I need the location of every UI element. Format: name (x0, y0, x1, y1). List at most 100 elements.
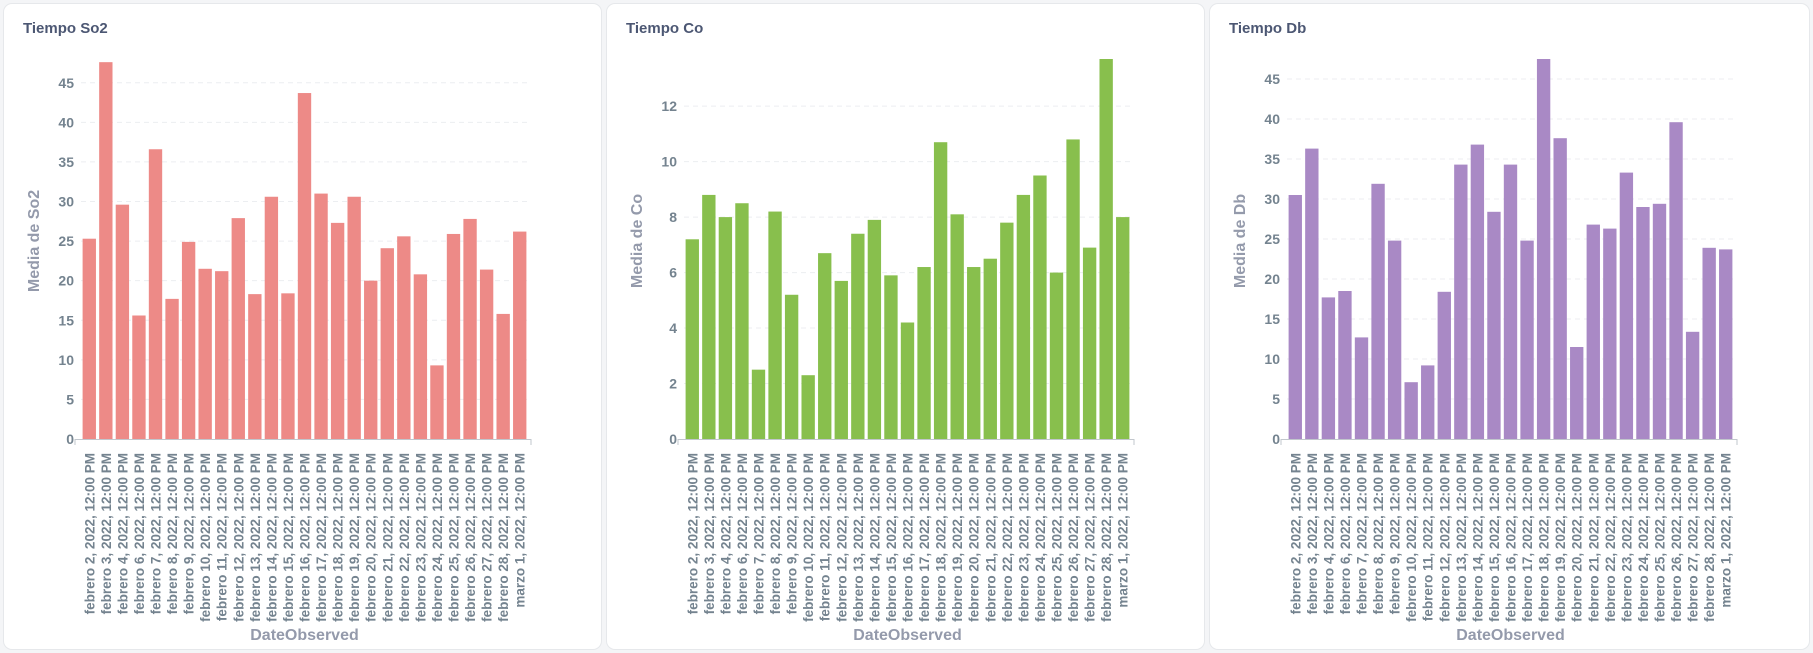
y-tick-label: 4 (669, 320, 677, 336)
bar[interactable] (281, 293, 295, 439)
x-tick-label: febrero 12, 2022, 12:00 PM (231, 453, 246, 622)
bar[interactable] (1470, 144, 1485, 439)
bar[interactable] (983, 258, 997, 439)
bar[interactable] (1404, 382, 1418, 439)
bar[interactable] (132, 315, 146, 440)
bar[interactable] (215, 271, 229, 439)
x-tick-label: febrero 7, 2022, 12:00 PM (752, 453, 767, 614)
bar[interactable] (1033, 175, 1047, 440)
bar[interactable] (148, 149, 163, 439)
x-tick-label: febrero 28, 2022, 12:00 PM (1099, 453, 1114, 622)
bar[interactable] (1066, 139, 1080, 439)
bar[interactable] (1570, 347, 1584, 439)
x-tick-label: febrero 9, 2022, 12:00 PM (182, 453, 197, 614)
bar[interactable] (1338, 291, 1352, 439)
bar[interactable] (1016, 194, 1031, 439)
bar[interactable] (1049, 272, 1064, 439)
bar[interactable] (297, 93, 312, 440)
bar[interactable] (1619, 172, 1634, 439)
bar[interactable] (1082, 247, 1097, 439)
bar[interactable] (801, 375, 815, 439)
bar[interactable] (702, 194, 716, 439)
bar[interactable] (364, 280, 378, 439)
card-title-so2[interactable]: Tiempo So2 (23, 20, 108, 37)
bar[interactable] (1702, 247, 1716, 439)
bar[interactable] (1371, 183, 1385, 439)
bar[interactable] (917, 267, 931, 439)
bar[interactable] (1421, 365, 1435, 439)
bar[interactable] (1669, 122, 1683, 439)
bar[interactable] (784, 294, 799, 439)
bar[interactable] (1685, 331, 1700, 439)
bar[interactable] (933, 142, 948, 440)
bar[interactable] (1305, 148, 1319, 439)
bar[interactable] (884, 275, 898, 439)
bar[interactable] (1000, 222, 1014, 439)
bar[interactable] (1116, 217, 1130, 439)
bar[interactable] (1387, 240, 1402, 439)
bar[interactable] (1454, 164, 1468, 439)
bar[interactable] (685, 239, 699, 439)
card-title-db[interactable]: Tiempo Db (1229, 20, 1307, 37)
bar[interactable] (768, 211, 782, 439)
bar[interactable] (851, 233, 865, 439)
bar[interactable] (1503, 164, 1518, 439)
x-tick-label: febrero 17, 2022, 12:00 PM (314, 453, 329, 622)
bar[interactable] (718, 217, 733, 439)
bar[interactable] (380, 248, 394, 439)
bar[interactable] (513, 231, 527, 439)
card-title-co[interactable]: Tiempo Co (626, 20, 704, 37)
bar[interactable] (1652, 203, 1667, 439)
bar[interactable] (751, 369, 766, 439)
bar[interactable] (1536, 59, 1551, 439)
bar[interactable] (479, 269, 494, 439)
x-tick-label: febrero 21, 2022, 12:00 PM (380, 453, 395, 622)
bar[interactable] (967, 267, 981, 439)
bar[interactable] (115, 204, 130, 439)
bar[interactable] (950, 214, 964, 439)
bar[interactable] (430, 365, 444, 439)
x-tick-label: marzo 1, 2022, 12:00 PM (1719, 453, 1734, 608)
y-tick-label: 2 (669, 376, 677, 392)
x-tick-label: febrero 10, 2022, 12:00 PM (801, 453, 816, 622)
bar[interactable] (248, 294, 262, 439)
bar[interactable] (1487, 211, 1501, 439)
bar[interactable] (1354, 337, 1369, 439)
bar[interactable] (314, 193, 328, 439)
bar[interactable] (1437, 291, 1451, 439)
bar[interactable] (231, 218, 245, 439)
bar[interactable] (1288, 195, 1302, 439)
bar[interactable] (1520, 240, 1534, 439)
bar[interactable] (82, 238, 96, 439)
bar[interactable] (99, 62, 113, 440)
bar[interactable] (165, 298, 179, 439)
bar[interactable] (496, 313, 510, 439)
y-tick-label: 12 (661, 98, 677, 114)
y-tick-label: 8 (669, 209, 677, 225)
bar[interactable] (397, 236, 411, 439)
bar[interactable] (867, 219, 882, 439)
bar[interactable] (1586, 224, 1600, 439)
bar[interactable] (446, 233, 461, 439)
bar[interactable] (1603, 228, 1617, 439)
bar[interactable] (1719, 249, 1733, 439)
bar[interactable] (198, 268, 212, 439)
bar[interactable] (347, 196, 361, 439)
x-axis-title: DateObserved (1456, 627, 1565, 644)
bar[interactable] (1553, 138, 1567, 439)
bar[interactable] (1321, 297, 1336, 439)
bar[interactable] (900, 322, 915, 439)
bar[interactable] (264, 196, 279, 439)
x-tick-label: febrero 24, 2022, 12:00 PM (1636, 453, 1651, 622)
bar[interactable] (818, 253, 832, 439)
bar[interactable] (1636, 207, 1650, 439)
bar[interactable] (463, 218, 477, 439)
y-tick-label: 30 (58, 194, 74, 210)
bar[interactable] (1099, 59, 1113, 439)
bar[interactable] (181, 241, 196, 439)
bar[interactable] (413, 274, 428, 439)
bar[interactable] (330, 222, 345, 439)
bar[interactable] (735, 203, 749, 439)
x-tick-label: febrero 11, 2022, 12:00 PM (1421, 453, 1436, 621)
bar[interactable] (834, 280, 848, 439)
